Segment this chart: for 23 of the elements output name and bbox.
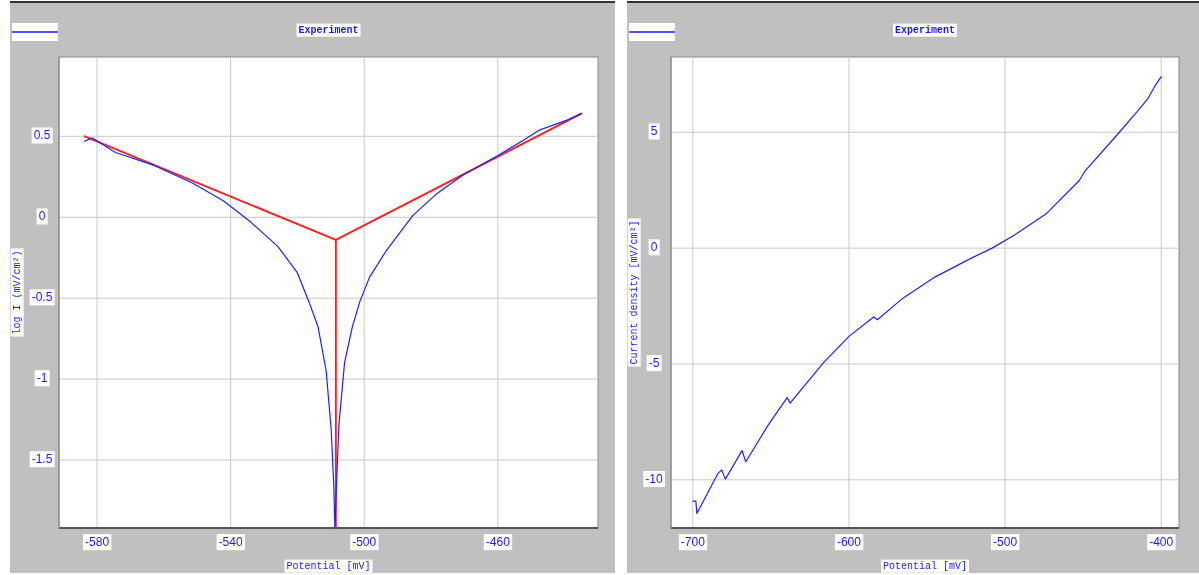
x-tick-label: -460 <box>485 535 511 550</box>
y-tick-label: -5 <box>648 356 660 371</box>
y-tick-label: -0.5 <box>31 290 53 305</box>
x-axis-title: Potential [mV] <box>286 560 371 572</box>
x-tick-label: -600 <box>836 535 862 550</box>
x-tick-label: -400 <box>1149 535 1174 550</box>
y-axis-title: log I (mV/cm²) <box>11 250 23 335</box>
y-tick-label: -10 <box>645 471 663 486</box>
x-axis-title: Potential [mV] <box>882 560 968 572</box>
x-tick-label: -540 <box>218 535 243 550</box>
x-tick-label: -700 <box>680 535 706 550</box>
x-tick-label: -580 <box>85 535 110 550</box>
chart-title: Experiment <box>298 24 359 36</box>
x-tick-label: -500 <box>993 535 1018 550</box>
y-tick-label: 0 <box>38 209 46 224</box>
chart-title: Experiment <box>894 24 956 36</box>
y-tick-label: -1.5 <box>31 452 53 467</box>
y-axis-title: Current density [mV/cm²] <box>628 220 640 365</box>
y-tick-label: -1 <box>36 371 48 386</box>
y-tick-label: 0.5 <box>33 128 51 143</box>
y-tick-label: 5 <box>650 124 658 139</box>
x-tick-label: -500 <box>352 535 377 550</box>
y-tick-label: 0 <box>650 240 658 255</box>
